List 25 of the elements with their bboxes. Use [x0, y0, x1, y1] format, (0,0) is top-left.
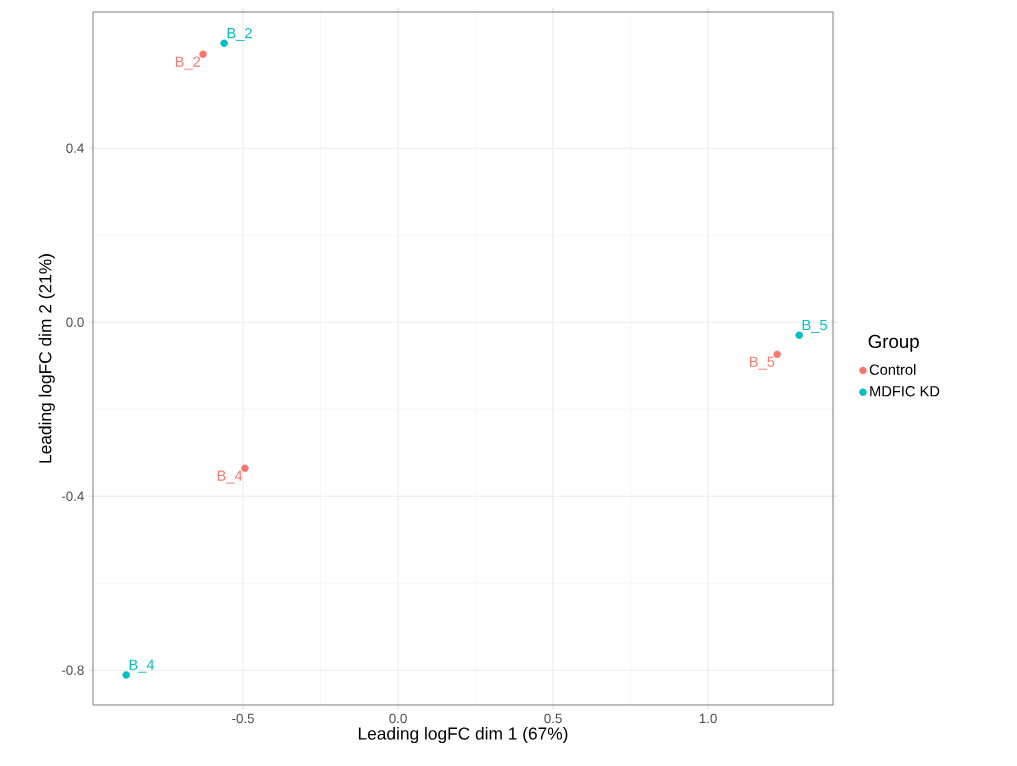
legend-title: Group [868, 334, 919, 352]
annotation: B_5 [802, 319, 827, 333]
annotation: B_2 [175, 56, 201, 70]
x-axis-title: Leading logFC dim 1 (67%) [358, 726, 568, 744]
point [241, 464, 249, 473]
annotation: B_4 [129, 659, 155, 673]
annotation: B_4 [217, 470, 243, 484]
legend-label: MDFIC KD [870, 386, 940, 397]
x-tick-label: 0.0 [389, 713, 407, 724]
legend-label: Control [869, 364, 916, 375]
annotation: B_2 [227, 27, 252, 42]
y-tick-label: -0.8 [61, 665, 84, 675]
y-axis-title: Leading logFC dim 2 (21%) [38, 254, 55, 463]
y-tick-label: 0.0 [66, 317, 84, 327]
x-tick-label: -0.5 [232, 713, 254, 724]
point [795, 331, 803, 339]
point [220, 39, 228, 48]
point [122, 671, 130, 679]
x-tick-label: 0.5 [544, 713, 562, 724]
point [773, 350, 781, 359]
point [199, 50, 207, 58]
y-tick-label: 0.4 [66, 143, 84, 153]
x-tick-label: 1.0 [699, 713, 717, 724]
y-tick-label: -0.4 [61, 491, 84, 501]
annotation: B_5 [750, 356, 775, 370]
